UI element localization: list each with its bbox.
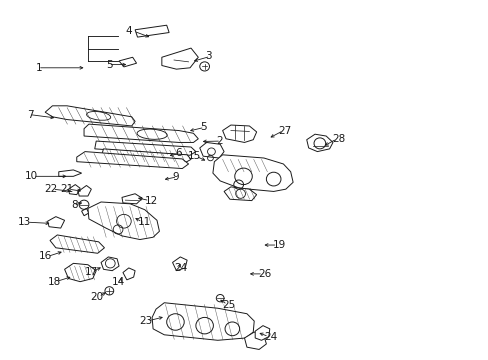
Text: 4: 4 bbox=[125, 26, 132, 36]
Text: 28: 28 bbox=[331, 134, 345, 144]
Polygon shape bbox=[88, 202, 159, 239]
Text: 10: 10 bbox=[25, 171, 38, 181]
Text: 24: 24 bbox=[174, 263, 187, 273]
Polygon shape bbox=[101, 257, 119, 271]
Text: 23: 23 bbox=[139, 316, 152, 326]
Text: 25: 25 bbox=[222, 300, 235, 310]
Polygon shape bbox=[101, 149, 191, 163]
Text: 24: 24 bbox=[264, 332, 277, 342]
Polygon shape bbox=[200, 143, 224, 158]
Text: 17: 17 bbox=[84, 267, 98, 276]
Text: 27: 27 bbox=[278, 126, 291, 135]
Text: 8: 8 bbox=[71, 200, 78, 210]
Text: 7: 7 bbox=[27, 109, 34, 120]
Polygon shape bbox=[50, 235, 104, 253]
Text: 22: 22 bbox=[44, 184, 57, 194]
Text: 16: 16 bbox=[39, 252, 52, 261]
Polygon shape bbox=[255, 326, 269, 340]
Text: 9: 9 bbox=[172, 172, 179, 182]
Text: 3: 3 bbox=[205, 51, 212, 61]
Polygon shape bbox=[81, 208, 89, 216]
Polygon shape bbox=[45, 106, 135, 126]
Text: 20: 20 bbox=[90, 292, 103, 302]
Polygon shape bbox=[135, 25, 169, 37]
Polygon shape bbox=[64, 264, 96, 282]
Polygon shape bbox=[77, 152, 188, 168]
Text: 12: 12 bbox=[144, 195, 158, 206]
Polygon shape bbox=[224, 187, 256, 201]
Text: 19: 19 bbox=[272, 240, 285, 250]
Text: 5: 5 bbox=[200, 122, 206, 132]
Polygon shape bbox=[162, 48, 198, 69]
Polygon shape bbox=[244, 332, 266, 350]
Text: 26: 26 bbox=[258, 269, 271, 279]
Polygon shape bbox=[222, 125, 256, 143]
Text: 21: 21 bbox=[60, 184, 73, 194]
Polygon shape bbox=[172, 257, 187, 271]
Polygon shape bbox=[59, 170, 81, 176]
Text: 14: 14 bbox=[112, 277, 125, 287]
Polygon shape bbox=[306, 134, 332, 152]
Polygon shape bbox=[119, 57, 136, 67]
Polygon shape bbox=[212, 155, 292, 192]
Polygon shape bbox=[68, 185, 80, 195]
Text: 1: 1 bbox=[36, 63, 42, 73]
Polygon shape bbox=[84, 124, 198, 143]
Text: 13: 13 bbox=[18, 217, 31, 227]
Polygon shape bbox=[47, 217, 64, 228]
Text: 11: 11 bbox=[137, 217, 150, 227]
Polygon shape bbox=[95, 141, 196, 155]
Polygon shape bbox=[122, 194, 142, 204]
Text: 18: 18 bbox=[47, 277, 61, 287]
Text: 15: 15 bbox=[187, 151, 201, 161]
Text: 5: 5 bbox=[106, 60, 113, 69]
Polygon shape bbox=[78, 185, 91, 196]
Polygon shape bbox=[122, 268, 135, 280]
Text: 6: 6 bbox=[175, 148, 182, 158]
Text: 2: 2 bbox=[216, 136, 223, 146]
Polygon shape bbox=[152, 303, 254, 340]
